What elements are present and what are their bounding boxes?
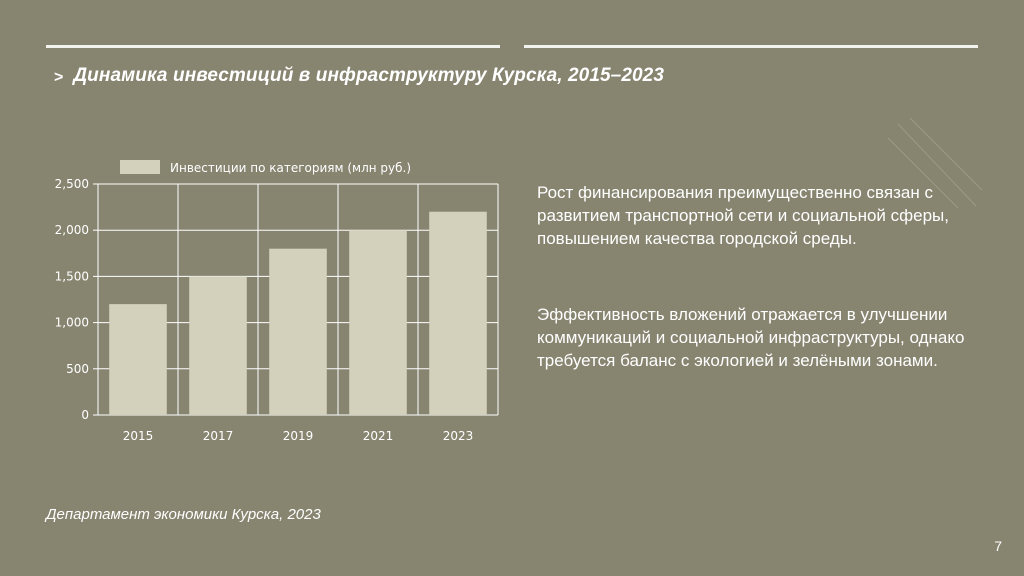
bar-2023: [429, 211, 487, 415]
page-number: 7: [994, 538, 1002, 554]
title-chevron-icon: >: [54, 69, 64, 86]
slide-title: Динамика инвестиций в инфраструктуру Кур…: [73, 65, 664, 86]
decorative-lines: [887, 117, 983, 209]
x-tick-label: 2017: [203, 429, 234, 443]
bar-2021: [349, 230, 407, 415]
y-tick-label: 1,500: [55, 269, 89, 283]
chart-legend: Инвестиции по категориям (млн руб.): [120, 160, 411, 175]
y-tick-label: 500: [66, 362, 89, 376]
x-tick-label: 2023: [443, 429, 474, 443]
chart-axes: 0 500 1,000 1,500 2,000 2,500 2015 2017 2019 2021…: [55, 177, 474, 443]
chart-bars: [109, 211, 487, 415]
slide-header: > Динамика инвестиций в инфраструктуру К…: [54, 61, 664, 91]
x-tick-label: 2019: [283, 429, 314, 443]
description-paragraph: Эффективность вложений отражается в улуч…: [537, 305, 965, 370]
header-divider-right: [524, 45, 978, 48]
bar-2017: [189, 276, 247, 415]
description-paragraph: Рост финансирования преимущественно связ…: [537, 183, 949, 248]
legend-label: Инвестиции по категориям (млн руб.): [170, 161, 411, 175]
y-tick-label: 1,000: [55, 316, 89, 330]
bar-2015: [109, 304, 167, 415]
header-divider-left: [46, 45, 500, 48]
legend-swatch: [120, 160, 160, 174]
y-tick-label: 2,000: [55, 223, 89, 237]
x-tick-label: 2015: [123, 429, 154, 443]
y-tick-label: 2,500: [55, 177, 89, 191]
source-note: Департамент экономики Курска, 2023: [46, 506, 321, 523]
x-tick-label: 2021: [363, 429, 394, 443]
y-tick-label: 0: [81, 408, 89, 422]
investment-bar-chart: 0 500 1,000 1,500 2,000 2,500 2015 2017 2019 2021…: [55, 160, 499, 443]
bar-2019: [269, 248, 327, 415]
